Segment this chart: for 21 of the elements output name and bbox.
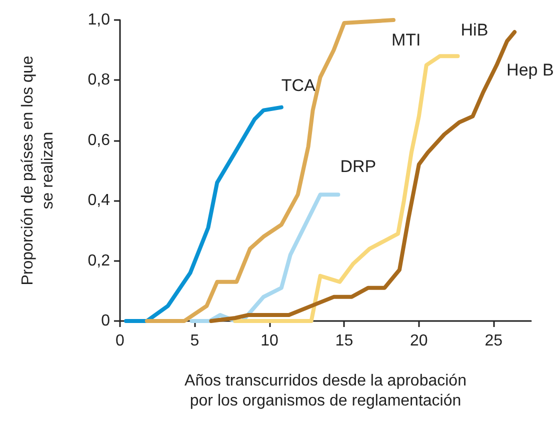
y-tick-label: 1,0 [88,12,110,28]
x-tick-label: 25 [484,332,503,350]
series-label: MTI [392,30,421,50]
series-label: Hep B [506,60,554,80]
y-tick-label: 0,2 [88,252,110,270]
x-tick-label: 10 [260,332,278,350]
y-tick-label: 0,6 [88,132,110,149]
x-tick-label: 0 [116,332,125,350]
x-axis-title: Años transcurridos desde la aprobación por los organismos de reglamentación [184,372,466,410]
series-label: HiB [460,20,488,40]
series-label: TCA [281,76,316,95]
series-label: DRP [340,157,376,176]
x-tick-label: 5 [190,332,200,350]
line-series [124,105,284,323]
x-tick-label: 20 [410,332,428,350]
y-tick-label: 0,4 [88,192,110,210]
line-series [233,54,460,323]
y-tick-label: 0,8 [88,72,110,89]
y-axis-title: Proporción de países en los que se realizan [20,56,56,286]
x-tick-label: 15 [335,332,354,350]
y-tick-label: 0 [101,312,110,330]
